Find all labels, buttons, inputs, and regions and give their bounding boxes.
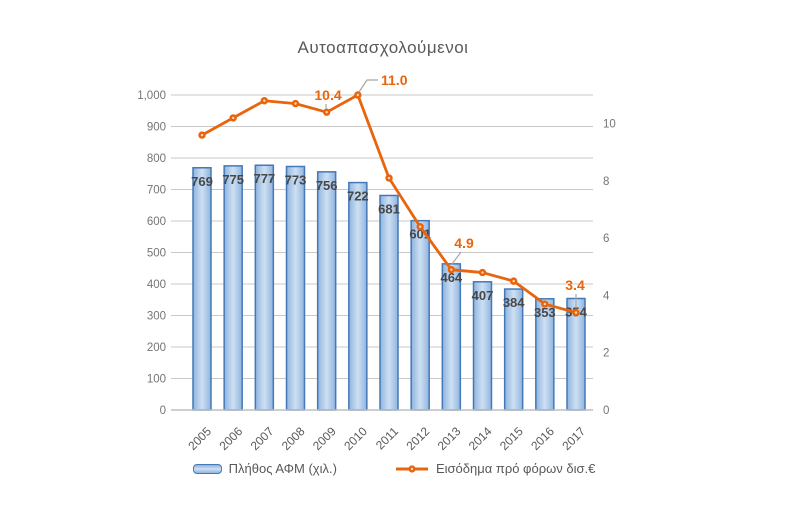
bar-value-label: 773 [285, 173, 307, 188]
right-axis-tick-label: 0 [603, 405, 609, 417]
line-marker-center [325, 110, 328, 114]
legend: Πλήθος ΑΦΜ (χιλ.) Εισόδημα πρό φόρων δισ… [0, 461, 788, 476]
x-axis-category-label: 2006 [217, 424, 246, 453]
bar-value-label: 353 [534, 305, 556, 320]
line-callout-label: 10.4 [314, 87, 341, 103]
line-marker-center [450, 268, 453, 271]
callout-leader [358, 79, 378, 93]
legend-label-bars: Πλήθος ΑΦΜ (χιλ.) [228, 461, 337, 476]
left-axis-tick-label: 1,000 [137, 90, 166, 102]
bar-value-label: 601 [409, 227, 431, 242]
x-axis-category-label: 2009 [310, 424, 339, 453]
left-axis-tick-label: 600 [147, 216, 166, 228]
legend-item-bars: Πλήθος ΑΦΜ (χιλ.) [192, 461, 337, 476]
bar-value-label: 722 [347, 189, 369, 204]
bar-value-label: 681 [378, 201, 400, 216]
bar-2011 [379, 194, 399, 411]
bar-2012 [410, 219, 430, 411]
right-axis-tick-label: 10 [603, 119, 616, 131]
line-marker-center [387, 176, 391, 180]
right-axis-tick-label: 6 [603, 233, 609, 245]
line-callout-label: 11.0 [381, 72, 408, 88]
x-axis-category-label: 2010 [341, 424, 370, 453]
x-axis-category-label: 2005 [185, 424, 214, 453]
right-axis-tick-label: 8 [603, 176, 609, 188]
line-marker-center [294, 102, 297, 105]
line-marker-center [512, 279, 515, 283]
bar-2010 [348, 181, 368, 411]
bar-value-label: 464 [440, 270, 462, 285]
line-series-swatch [395, 463, 429, 475]
bar-2006 [223, 165, 243, 411]
left-axis-tick-label: 700 [147, 185, 166, 197]
right-axis-tick-label: 4 [603, 290, 610, 302]
x-axis-category-label: 2015 [497, 424, 526, 453]
left-axis-tick-label: 300 [147, 311, 166, 323]
bar-2007 [254, 164, 275, 411]
line-marker-center [481, 271, 484, 274]
bar-value-label: 777 [253, 171, 275, 186]
left-axis-tick-label: 200 [147, 342, 166, 354]
x-axis-category-label: 2012 [404, 424, 433, 453]
left-axis-tick-label: 100 [147, 374, 166, 386]
x-axis-category-label: 2007 [248, 424, 277, 453]
bar-value-label: 384 [503, 295, 525, 310]
left-axis-tick-label: 800 [147, 153, 166, 165]
left-axis-tick-label: 500 [147, 248, 166, 260]
x-axis-category-label: 2011 [373, 424, 401, 452]
bar-value-label: 407 [472, 288, 494, 303]
x-axis-category-label: 2008 [279, 424, 308, 453]
line-marker-center [263, 99, 266, 102]
legend-item-line: Εισόδημα πρό φόρων δισ.€ [395, 461, 595, 476]
bar-2009 [316, 171, 337, 411]
bar-value-label: 775 [222, 172, 244, 187]
x-axis-category-label: 2016 [528, 424, 557, 453]
bar-value-label: 756 [316, 178, 338, 193]
line-callout-label: 3.4 [565, 277, 585, 293]
x-axis-category-label: 2017 [559, 424, 588, 453]
bar-2008 [285, 165, 306, 411]
chart-title: Αυτοαπασχολούμενοι [297, 38, 469, 57]
bar-2005 [192, 167, 212, 411]
callout-leader [451, 251, 462, 265]
line-marker-center [574, 311, 578, 314]
bar-value-label: 769 [191, 174, 213, 189]
left-axis-tick-label: 400 [147, 279, 166, 291]
legend-label-line: Εισόδημα πρό φόρων δισ.€ [435, 461, 596, 476]
left-axis-tick-label: 900 [147, 122, 166, 134]
x-axis-category-label: 2013 [435, 424, 464, 453]
line-marker-center [543, 302, 547, 306]
line-marker-center [356, 93, 360, 97]
line-marker-center [231, 116, 235, 120]
right-axis-tick-label: 2 [603, 348, 609, 360]
left-axis-tick-label: 0 [160, 405, 166, 417]
x-axis-category-label: 2014 [466, 424, 495, 453]
line-marker-center [418, 225, 422, 228]
bar-2013 [441, 263, 462, 411]
bar-series-swatch [192, 463, 222, 474]
line-callout-label: 4.9 [454, 235, 474, 251]
line-marker-center [200, 133, 204, 137]
